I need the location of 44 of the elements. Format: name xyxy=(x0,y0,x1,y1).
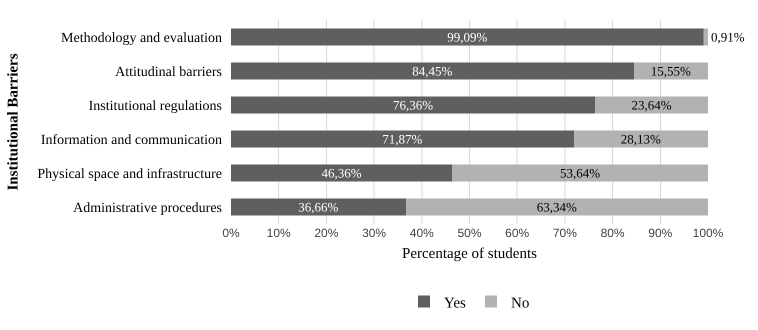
data-label: 36,66% xyxy=(298,200,339,214)
legend-label: No xyxy=(510,295,530,312)
x-tick-label: 60% xyxy=(505,226,530,240)
x-tick-label: 30% xyxy=(362,226,386,240)
x-tick-label: 100% xyxy=(692,226,724,240)
legend-label: Yes xyxy=(444,295,466,312)
y-tick-label: Methodology and evaluation xyxy=(61,30,222,46)
bar xyxy=(231,96,596,114)
x-tick-label: 80% xyxy=(600,226,625,240)
bar xyxy=(595,96,708,114)
x-tick-label: 50% xyxy=(457,226,482,240)
data-label: 23,64% xyxy=(631,98,672,112)
data-label: 15,55% xyxy=(650,64,692,78)
x-tick-label: 0% xyxy=(222,226,240,240)
y-tick-label: Information and communication xyxy=(40,132,222,148)
y-tick-label: Physical space and infrastructure xyxy=(37,166,222,182)
bar xyxy=(406,198,708,216)
y-tick-label: Administrative procedures xyxy=(73,200,222,216)
y-tick-label: Attitudinal barriers xyxy=(115,64,222,80)
data-label: 76,36% xyxy=(392,98,434,112)
x-tick-label: 70% xyxy=(552,226,578,240)
x-axis-title: Percentage of students xyxy=(402,246,538,262)
bar xyxy=(231,198,406,216)
data-label: 63,34% xyxy=(536,200,578,214)
bar xyxy=(231,164,452,182)
data-label: 46,36% xyxy=(321,166,362,180)
y-axis-title: Institutional Barriers xyxy=(6,53,22,191)
y-tick-label: Institutional regulations xyxy=(88,98,222,114)
bar xyxy=(574,130,708,148)
data-label: 0,91% xyxy=(711,30,745,44)
x-tick-label: 10% xyxy=(266,226,292,240)
x-tick-label: 90% xyxy=(648,226,673,240)
x-tick-label: 40% xyxy=(410,226,434,240)
bar xyxy=(231,130,574,148)
x-tick-label: 20% xyxy=(314,226,339,240)
data-label: 84,45% xyxy=(412,64,453,78)
bar xyxy=(452,164,708,182)
data-label: 71,87% xyxy=(382,132,423,146)
bar xyxy=(231,28,704,46)
data-label: 99,09% xyxy=(447,30,488,44)
data-label: 28,13% xyxy=(620,132,662,146)
data-label: 53,64% xyxy=(560,166,600,180)
bar xyxy=(231,62,634,80)
bar xyxy=(704,28,708,46)
